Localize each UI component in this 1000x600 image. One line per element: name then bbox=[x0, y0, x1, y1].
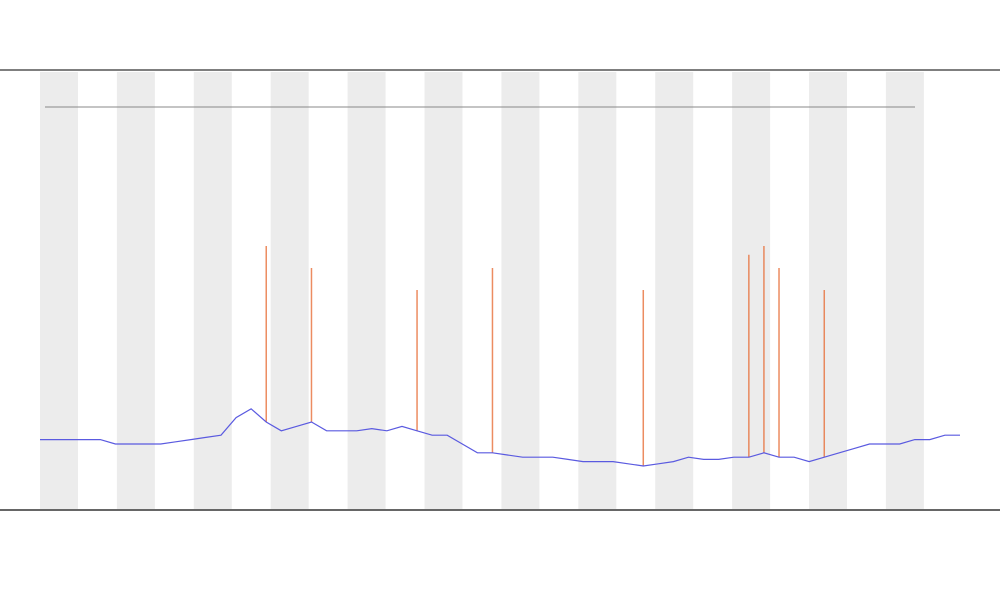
band bbox=[347, 72, 386, 509]
band bbox=[40, 72, 78, 509]
band bbox=[578, 72, 617, 509]
band bbox=[809, 72, 847, 509]
band bbox=[270, 72, 309, 509]
band bbox=[424, 72, 463, 509]
band bbox=[501, 72, 540, 509]
background-bands bbox=[40, 72, 924, 509]
band bbox=[193, 72, 232, 509]
band bbox=[655, 72, 694, 509]
trace-line bbox=[40, 408, 960, 467]
band bbox=[885, 72, 924, 509]
band bbox=[116, 72, 155, 509]
